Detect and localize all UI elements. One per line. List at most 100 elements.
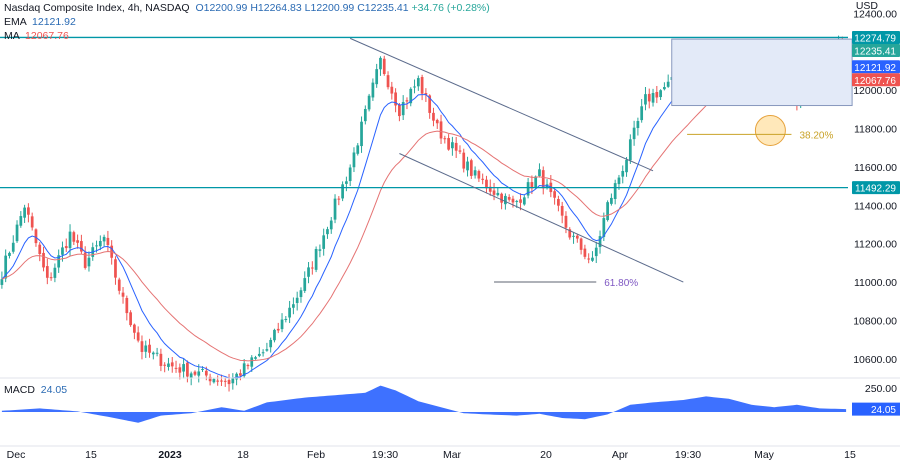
candle-body[interactable] xyxy=(398,104,401,117)
candle-body[interactable] xyxy=(64,246,68,249)
candle-body[interactable] xyxy=(416,78,420,87)
candle-body[interactable] xyxy=(632,127,636,140)
candle-body[interactable] xyxy=(148,344,151,353)
candle-body[interactable] xyxy=(469,160,473,176)
candle-body[interactable] xyxy=(371,82,375,98)
candle-body[interactable] xyxy=(292,304,295,308)
candle-body[interactable] xyxy=(522,197,526,205)
candle-body[interactable] xyxy=(186,362,189,377)
candle-body[interactable] xyxy=(174,367,178,369)
candle-body[interactable] xyxy=(201,368,204,370)
candle-body[interactable] xyxy=(23,207,26,218)
candle-body[interactable] xyxy=(329,220,333,230)
candle-body[interactable] xyxy=(223,380,227,382)
candle-body[interactable] xyxy=(189,373,193,378)
candle-body[interactable] xyxy=(390,86,394,94)
candle-body[interactable] xyxy=(534,176,538,188)
candle-body[interactable] xyxy=(140,341,144,352)
candle-body[interactable] xyxy=(0,279,4,285)
candle-body[interactable] xyxy=(647,93,651,102)
candle-body[interactable] xyxy=(49,277,53,279)
candle-body[interactable] xyxy=(295,297,299,304)
candle-body[interactable] xyxy=(409,88,413,104)
candle-body[interactable] xyxy=(515,200,519,202)
candle-body[interactable] xyxy=(439,121,443,139)
candle-body[interactable] xyxy=(655,91,659,98)
candle-body[interactable] xyxy=(507,197,511,200)
candle-body[interactable] xyxy=(640,106,644,121)
candle-body[interactable] xyxy=(322,235,326,249)
candle-body[interactable] xyxy=(212,379,216,383)
candle-body[interactable] xyxy=(151,352,155,355)
candle-body[interactable] xyxy=(83,252,87,268)
candle-body[interactable] xyxy=(500,193,503,203)
candle-body[interactable] xyxy=(254,357,257,359)
candle-body[interactable] xyxy=(526,182,530,196)
candle-body[interactable] xyxy=(379,57,382,70)
candle-body[interactable] xyxy=(265,349,269,351)
candle-body[interactable] xyxy=(133,324,136,333)
candle-body[interactable] xyxy=(591,257,594,261)
candle-body[interactable] xyxy=(246,364,250,367)
candle-body[interactable] xyxy=(553,191,556,198)
candle-body[interactable] xyxy=(159,353,163,366)
candle-body[interactable] xyxy=(333,198,337,220)
candle-body[interactable] xyxy=(488,186,492,192)
candle-body[interactable] xyxy=(477,171,481,179)
candle-body[interactable] xyxy=(144,345,148,352)
candle-body[interactable] xyxy=(451,142,454,149)
candle-body[interactable] xyxy=(530,182,534,189)
candle-body[interactable] xyxy=(492,190,496,195)
candle-body[interactable] xyxy=(458,150,462,152)
candle-body[interactable] xyxy=(466,161,469,171)
candle-body[interactable] xyxy=(644,94,647,105)
candle-body[interactable] xyxy=(435,119,439,124)
candle-body[interactable] xyxy=(299,290,303,298)
candle-body[interactable] xyxy=(106,237,110,246)
candle-body[interactable] xyxy=(386,75,390,88)
candle-body[interactable] xyxy=(564,215,568,228)
candle-body[interactable] xyxy=(473,170,477,176)
candle-body[interactable] xyxy=(602,218,606,237)
candle-body[interactable] xyxy=(114,259,117,278)
candle-body[interactable] xyxy=(102,236,106,242)
candle-body[interactable] xyxy=(307,267,310,277)
candle-body[interactable] xyxy=(538,169,541,177)
candle-body[interactable] xyxy=(136,332,140,341)
candle-body[interactable] xyxy=(367,95,371,110)
candle-body[interactable] xyxy=(606,202,609,220)
candle-body[interactable] xyxy=(541,170,545,189)
candle-body[interactable] xyxy=(273,329,276,341)
candle-body[interactable] xyxy=(288,307,291,318)
candle-body[interactable] xyxy=(405,100,409,102)
candle-body[interactable] xyxy=(663,87,666,90)
candle-body[interactable] xyxy=(511,198,515,203)
candle-body[interactable] xyxy=(447,138,450,150)
candle-body[interactable] xyxy=(155,352,159,354)
candle-body[interactable] xyxy=(19,216,23,226)
candle-body[interactable] xyxy=(280,319,284,330)
candle-body[interactable] xyxy=(579,238,583,250)
candle-body[interactable] xyxy=(163,364,167,366)
candle-body[interactable] xyxy=(394,92,397,106)
candle-body[interactable] xyxy=(382,58,386,75)
candle-body[interactable] xyxy=(348,167,352,182)
candle-body[interactable] xyxy=(42,252,45,268)
candle-body[interactable] xyxy=(193,371,197,375)
candle-body[interactable] xyxy=(167,363,170,367)
candle-body[interactable] xyxy=(462,152,466,169)
candle-body[interactable] xyxy=(454,142,458,151)
candle-body[interactable] xyxy=(208,376,212,382)
candle-body[interactable] xyxy=(568,229,572,238)
candle-body[interactable] xyxy=(651,93,655,103)
candle-body[interactable] xyxy=(117,279,121,291)
candle-body[interactable] xyxy=(98,240,102,247)
candle-body[interactable] xyxy=(182,364,185,372)
candle-body[interactable] xyxy=(303,278,307,291)
candle-body[interactable] xyxy=(235,373,238,380)
candle-body[interactable] xyxy=(575,235,579,239)
candle-body[interactable] xyxy=(496,192,500,196)
candle-body[interactable] xyxy=(45,266,49,278)
candle-body[interactable] xyxy=(613,183,617,200)
candle-body[interactable] xyxy=(572,235,575,237)
